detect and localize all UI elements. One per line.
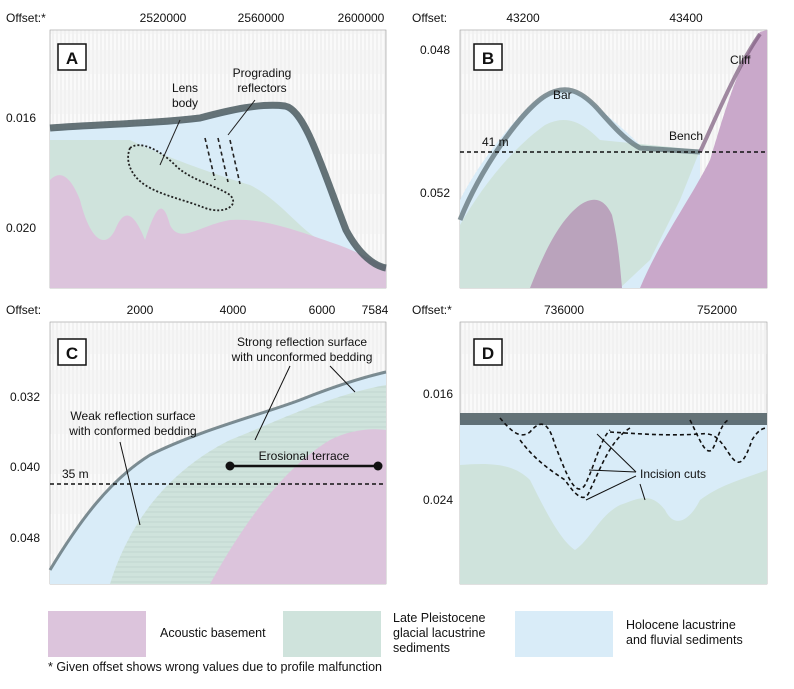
panel-c-strong-label: Strong reflection surface — [237, 335, 367, 349]
panel-b-cliff-edge — [698, 32, 762, 153]
panel-d-incision-line — [609, 427, 768, 463]
panel-c-x-tick: 6000 — [309, 303, 336, 317]
panel-d-letter-box — [473, 338, 503, 366]
panel-a-seafloor — [49, 101, 387, 272]
panel-d-incision-pointer — [588, 469, 637, 473]
panel-c-strong-pointer — [329, 365, 356, 393]
panel-a-lens-label: Lens — [172, 81, 198, 95]
panel-b: Offset: 43200 43400 0.048 0.052 41 m Bar… — [412, 11, 768, 289]
panel-a-x-tick: 2520000 — [140, 11, 187, 25]
panel-c-weak-pointer — [119, 441, 141, 526]
legend-label-line: sediments — [393, 641, 450, 655]
panel-a-prograding-pointer — [227, 99, 256, 136]
panel-d-incision-pointer — [596, 433, 637, 473]
panel-b-bar-label: Bar — [553, 88, 572, 102]
panel-b-x-tick: 43400 — [669, 11, 703, 25]
panel-c-seafloor — [48, 370, 387, 571]
panel-d-holocene — [460, 420, 767, 550]
panel-d-offset-label: Offset:* — [412, 303, 452, 317]
panel-a-prograding-label: reflectors — [237, 81, 286, 95]
panel-b-pleistocene — [460, 120, 700, 288]
panel-c-terrace-label: Erosional terrace — [259, 449, 350, 463]
panel-d-y-tick: 0.024 — [423, 493, 453, 507]
panel-d-y-tick: 0.016 — [423, 387, 453, 401]
panel-c-x-tick: 4000 — [220, 303, 247, 317]
panel-b-letter-box — [473, 43, 503, 71]
panel-c-y-tick: 0.040 — [10, 460, 40, 474]
panel-a-y-tick: 0.020 — [6, 221, 36, 235]
legend-label-line: Holocene lacustrine — [626, 618, 736, 632]
panel-c-letter: C — [66, 344, 78, 363]
panel-d-x-tick: 736000 — [544, 303, 584, 317]
panel-a-prograding-label: Prograding — [233, 66, 292, 80]
legend-swatch-holocene — [515, 611, 613, 657]
legend-label-pleistocene: Late Pleistocene glacial lacustrine sedi… — [393, 611, 485, 656]
panel-c-strong-label: with unconformed bedding — [231, 350, 373, 364]
panel-a-lens-outline — [127, 144, 235, 212]
panel-c-letter-box — [57, 338, 87, 366]
footnote: * Given offset shows wrong values due to… — [48, 660, 382, 674]
panel-c-terrace-end-marker — [373, 461, 383, 471]
panel-d: Offset:* 736000 752000 0.016 0.024 Incis… — [412, 303, 768, 585]
panel-b-depth-label: 41 m — [482, 135, 509, 149]
panel-b-y-tick: 0.052 — [420, 186, 450, 200]
legend-swatch-pleistocene — [283, 611, 381, 657]
panel-d-seafloor — [460, 413, 767, 425]
figure-panels: Offset:* 2520000 2560000 2600000 0.016 0… — [6, 11, 768, 585]
legend-label-holocene: Holocene lacustrine and fluvial sediment… — [626, 618, 743, 648]
panel-c: Offset: 2000 4000 6000 7584 0.032 0.040 … — [6, 303, 389, 585]
panel-a-x-tick: 2560000 — [238, 11, 285, 25]
panel-c-basement — [210, 429, 386, 584]
panel-d-incision-pointer — [639, 483, 646, 501]
panel-a-y-tick: 0.016 — [6, 111, 36, 125]
panel-c-x-tick: 2000 — [127, 303, 154, 317]
panel-b-basement-low — [530, 199, 622, 288]
panel-d-x-tick: 752000 — [697, 303, 737, 317]
panel-a-letter: A — [66, 49, 78, 68]
panel-c-offset-label: Offset: — [6, 303, 41, 317]
panel-a-prograding-line — [229, 139, 241, 185]
panel-a-prograding-line — [217, 137, 229, 183]
panel-d-incision-label: Incision cuts — [640, 467, 706, 481]
panel-a-offset-label: Offset:* — [6, 11, 46, 25]
panel-a-basement — [50, 175, 386, 288]
panel-a-prograding-line — [204, 137, 216, 181]
legend-label-line: Late Pleistocene — [393, 611, 486, 625]
panel-d-incision-line — [499, 417, 611, 490]
legend-swatch-basement — [48, 611, 146, 657]
panel-a: Offset:* 2520000 2560000 2600000 0.016 0… — [6, 11, 387, 289]
panel-a-letter-box — [57, 43, 87, 71]
panel-c-y-tick: 0.032 — [10, 390, 40, 404]
panel-a-lens-label: body — [172, 96, 198, 110]
panel-c-weak-label: Weak reflection surface — [70, 409, 195, 423]
legend-label-line: glacial lacustrine — [393, 626, 486, 640]
legend-label-line: and fluvial sediments — [626, 633, 743, 647]
panel-b-bench-label: Bench — [669, 129, 703, 143]
panel-c-depth-label: 35 m — [62, 467, 89, 481]
panel-c-strong-pointer — [254, 365, 291, 441]
panel-b-cliff — [640, 30, 767, 288]
panel-b-offset-label: Offset: — [412, 11, 447, 25]
panel-c-y-tick: 0.048 — [10, 531, 40, 545]
panel-b-seafloor — [457, 87, 701, 221]
panel-c-terrace-start-marker — [225, 461, 235, 471]
panel-a-x-tick: 2600000 — [338, 11, 385, 25]
panel-d-incision-pointer — [585, 475, 637, 501]
panel-a-lens-pointer — [159, 119, 181, 166]
panel-d-incision-line — [689, 419, 729, 452]
legend-label-basement: Acoustic basement — [160, 626, 266, 640]
panel-b-x-tick: 43200 — [506, 11, 540, 25]
panel-c-x-tick: 7584 — [362, 303, 389, 317]
panel-d-letter: D — [482, 344, 494, 363]
panel-c-weak-label: with conformed bedding — [68, 424, 196, 438]
panel-b-cliff-label: Cliff — [730, 53, 751, 67]
panel-b-y-tick: 0.048 — [420, 43, 450, 57]
panel-b-letter: B — [482, 49, 494, 68]
